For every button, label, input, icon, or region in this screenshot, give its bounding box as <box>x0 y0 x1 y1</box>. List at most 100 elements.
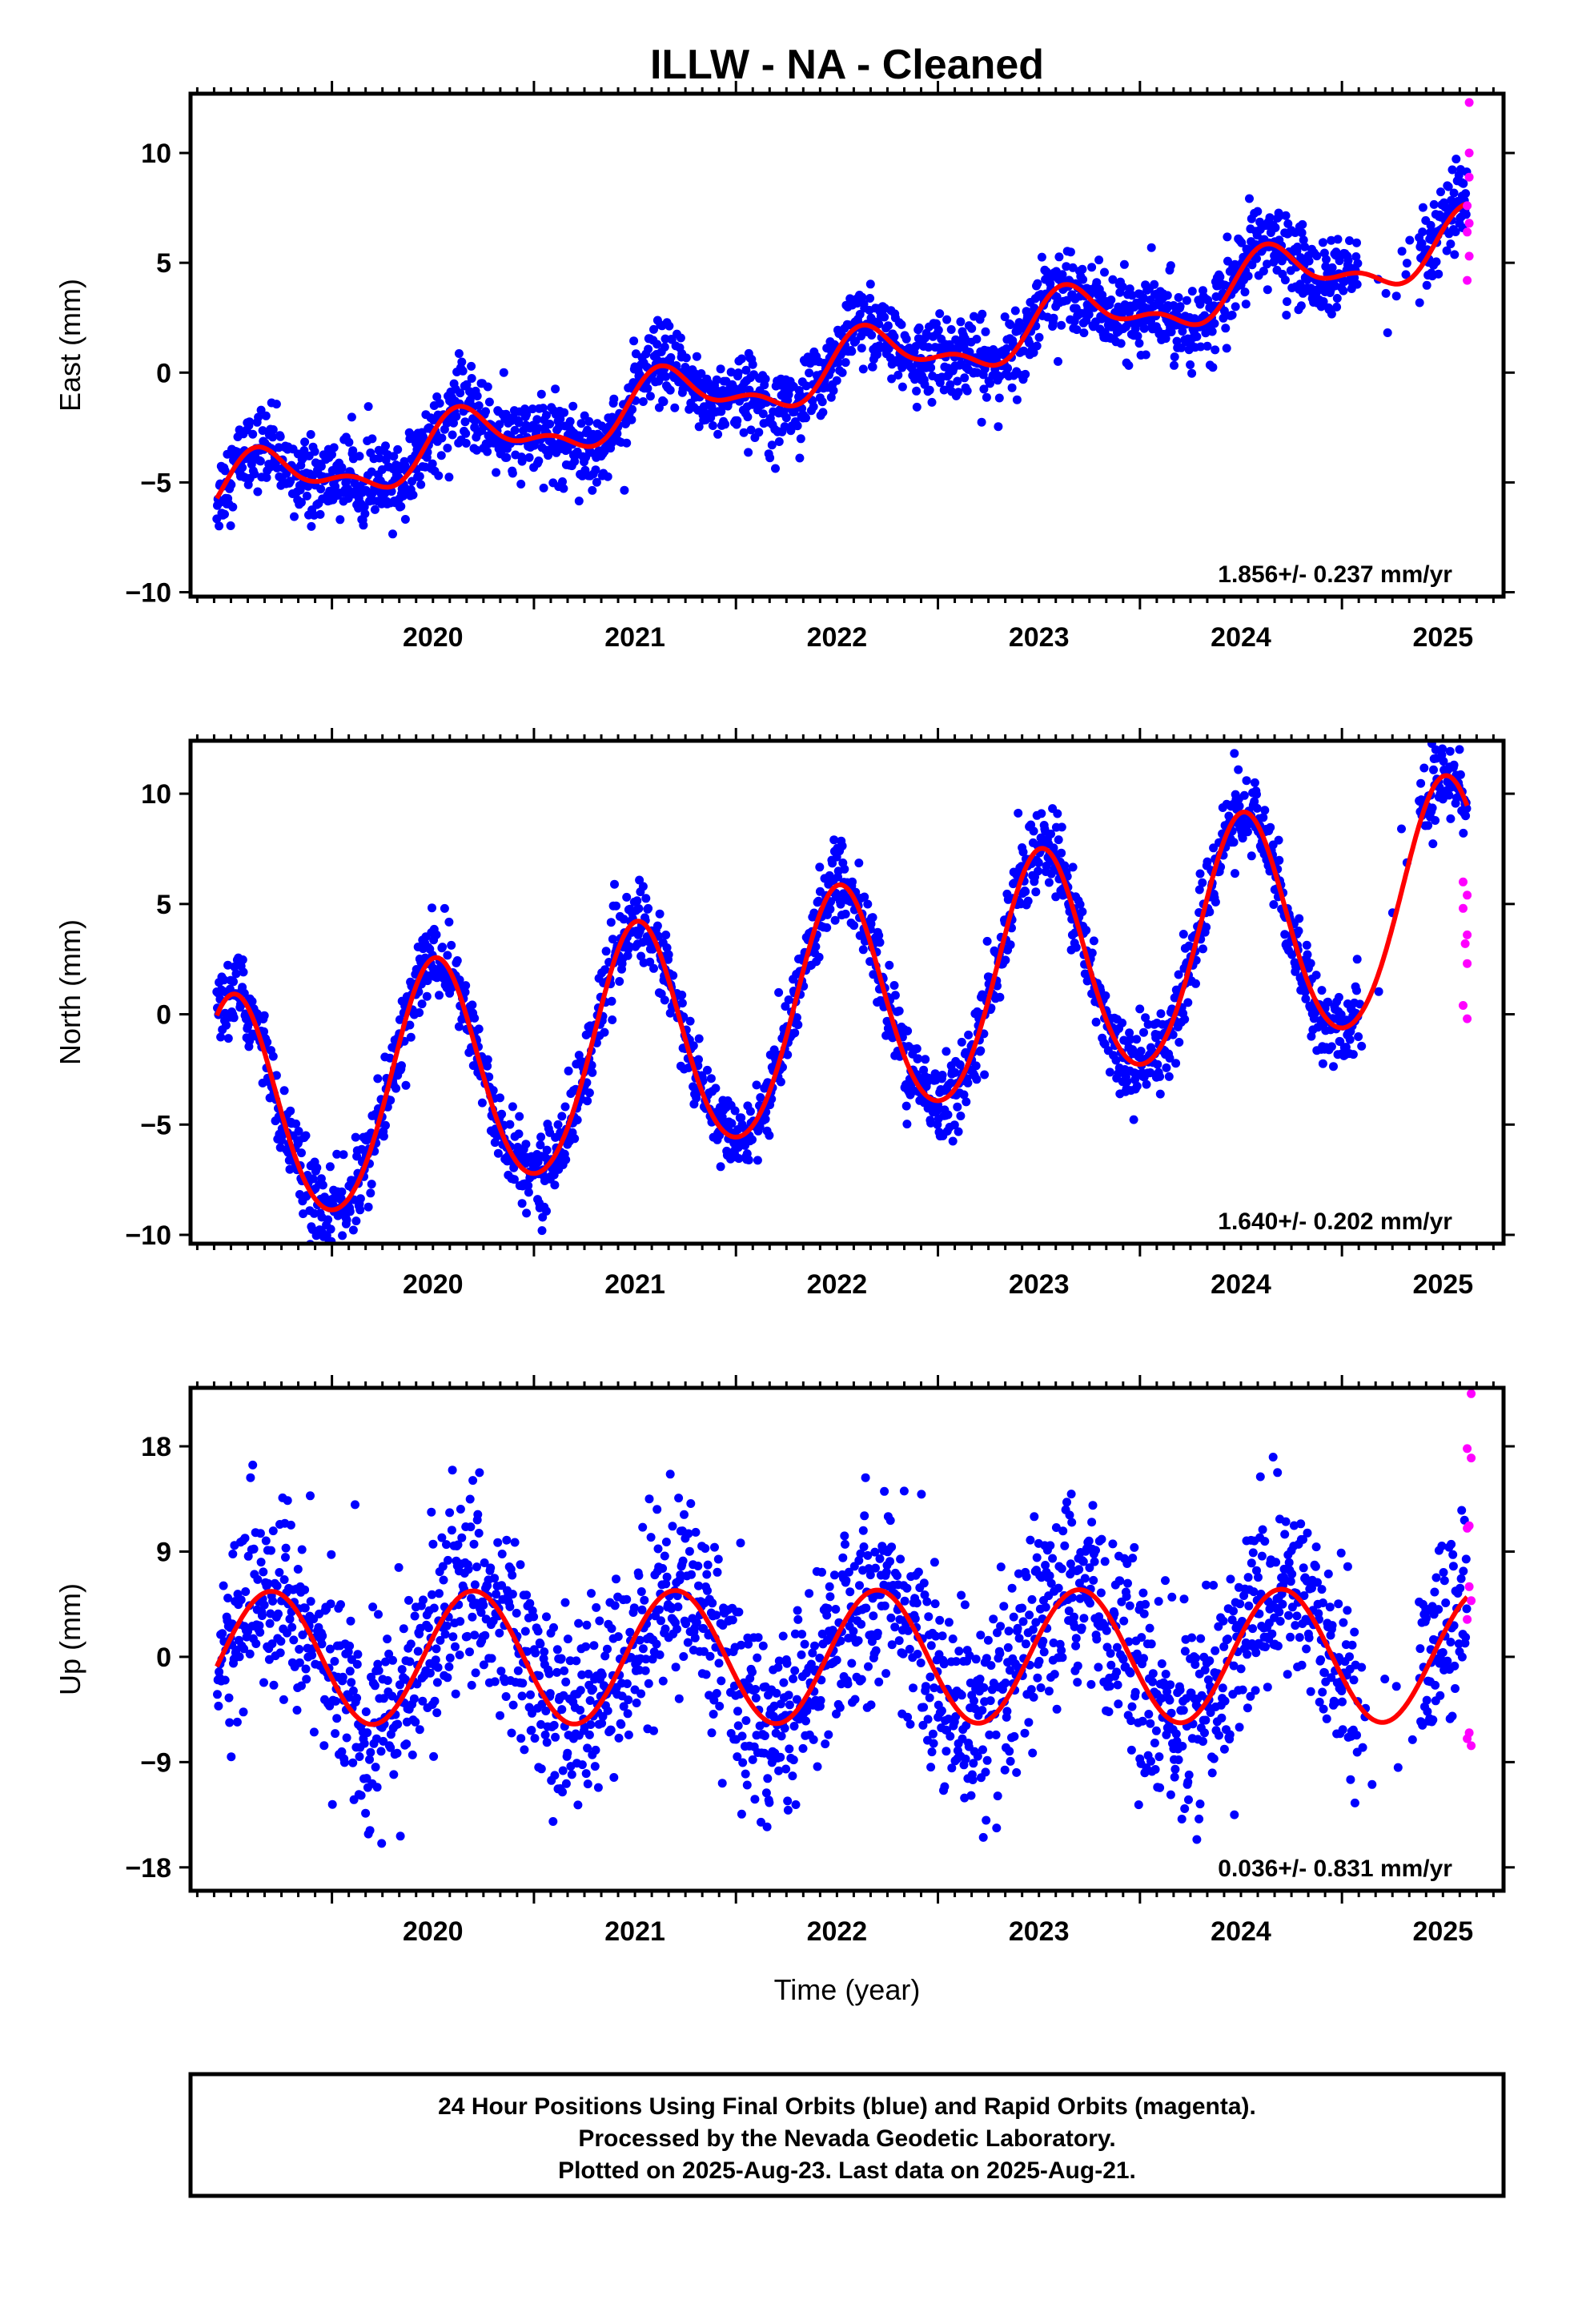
final-orbit-point <box>476 1608 486 1617</box>
final-orbit-point <box>1101 991 1110 1000</box>
final-orbit-point <box>326 1224 335 1234</box>
final-orbit-point <box>1062 296 1071 305</box>
final-orbit-point <box>1161 334 1170 344</box>
final-orbit-point <box>1381 288 1391 298</box>
final-orbit-point <box>275 1648 285 1658</box>
final-orbit-point <box>268 1051 278 1061</box>
final-orbit-point <box>964 1030 974 1039</box>
final-orbit-point <box>551 384 560 394</box>
final-orbit-point <box>761 374 770 384</box>
final-orbit-point <box>379 1132 388 1141</box>
final-orbit-point <box>481 407 490 416</box>
final-orbit-point <box>1203 296 1213 305</box>
final-orbit-point <box>1417 239 1427 248</box>
final-orbit-point <box>883 321 893 331</box>
final-orbit-point <box>1143 1019 1153 1029</box>
final-orbit-point <box>229 1013 239 1023</box>
final-orbit-point <box>593 1783 603 1792</box>
final-orbit-point <box>393 1719 403 1729</box>
final-orbit-point <box>469 1539 479 1549</box>
final-orbit-point <box>366 1747 375 1757</box>
final-orbit-point <box>480 1558 489 1567</box>
final-orbit-point <box>956 317 966 327</box>
final-orbit-point <box>552 1667 562 1677</box>
final-orbit-point <box>661 372 671 381</box>
final-orbit-point <box>1172 336 1182 346</box>
final-orbit-point <box>1227 310 1237 320</box>
final-orbit-point <box>549 1622 558 1632</box>
final-orbit-point <box>1332 294 1342 303</box>
final-orbit-point <box>352 1659 362 1669</box>
final-orbit-point <box>544 1669 554 1679</box>
final-orbit-point <box>465 1647 474 1657</box>
final-orbit-point <box>1166 261 1175 271</box>
velocity-label-north: 1.640+/- 0.202 mm/yr <box>1218 1208 1452 1235</box>
final-orbit-point <box>1283 219 1293 228</box>
final-orbit-point <box>1186 360 1195 369</box>
final-orbit-point <box>428 459 437 468</box>
final-orbit-point <box>741 365 751 375</box>
final-orbit-point <box>1434 269 1443 279</box>
final-orbit-point <box>419 1595 428 1605</box>
final-orbit-point <box>417 999 427 1009</box>
final-orbit-point <box>1053 809 1062 818</box>
final-orbit-point <box>561 1677 571 1687</box>
final-orbit-point <box>320 1192 329 1202</box>
final-orbit-point <box>629 336 639 346</box>
final-orbit-point <box>1451 227 1460 236</box>
final-orbit-point <box>1230 749 1239 758</box>
final-orbit-point <box>319 1741 329 1751</box>
final-orbit-point <box>1166 328 1176 336</box>
final-orbit-point <box>1219 313 1228 323</box>
final-orbit-point <box>1030 304 1039 313</box>
figure-title: ILLW - NA - Cleaned <box>650 42 1044 88</box>
final-orbit-point <box>1422 280 1431 290</box>
final-orbit-point <box>612 901 620 911</box>
final-orbit-point <box>1002 344 1011 353</box>
final-orbit-point <box>1237 238 1247 247</box>
final-orbit-point <box>1452 155 1461 164</box>
final-orbit-point <box>875 938 885 947</box>
final-orbit-point <box>1461 210 1471 219</box>
final-orbit-point <box>524 1188 533 1197</box>
final-orbit-point <box>1082 926 1091 935</box>
final-orbit-point <box>574 497 584 506</box>
final-orbit-point <box>733 1143 743 1152</box>
final-orbit-point <box>536 1140 545 1150</box>
final-orbit-point <box>841 358 850 368</box>
final-orbit-point <box>306 1491 315 1501</box>
final-orbit-point <box>889 332 899 341</box>
final-orbit-point <box>342 1215 351 1224</box>
final-orbit-point <box>1029 348 1038 357</box>
final-orbit-point <box>830 915 840 925</box>
final-orbit-point <box>813 896 823 906</box>
final-orbit-point <box>1223 232 1232 242</box>
final-orbit-point <box>1126 1035 1135 1044</box>
final-orbit-point <box>1266 822 1275 832</box>
final-orbit-point <box>1301 994 1311 1003</box>
final-orbit-point <box>1429 765 1438 774</box>
final-orbit-point <box>272 463 282 472</box>
final-orbit-point <box>1418 203 1427 212</box>
final-orbit-point <box>1155 1072 1165 1081</box>
final-orbit-point <box>1303 950 1312 959</box>
final-orbit-point <box>318 1631 327 1641</box>
final-orbit-point <box>1146 243 1156 252</box>
final-orbit-point <box>1139 1027 1148 1037</box>
final-orbit-point <box>1333 235 1343 244</box>
final-orbit-point <box>1298 219 1307 229</box>
final-orbit-point <box>609 394 619 404</box>
final-orbit-point <box>521 1140 531 1149</box>
final-orbit-point <box>254 412 263 422</box>
rapid-orbit-point <box>1463 1014 1472 1023</box>
final-orbit-point <box>1282 311 1291 320</box>
final-orbit-point <box>573 1800 583 1810</box>
final-orbit-point <box>796 434 805 444</box>
final-orbit-point <box>531 1648 540 1658</box>
final-orbit-point <box>218 1629 227 1638</box>
final-orbit-point <box>868 362 877 372</box>
rapid-orbit-point <box>1463 201 1472 211</box>
final-orbit-point <box>811 942 821 951</box>
final-orbit-point <box>1037 252 1046 262</box>
final-orbit-point <box>256 1558 266 1567</box>
